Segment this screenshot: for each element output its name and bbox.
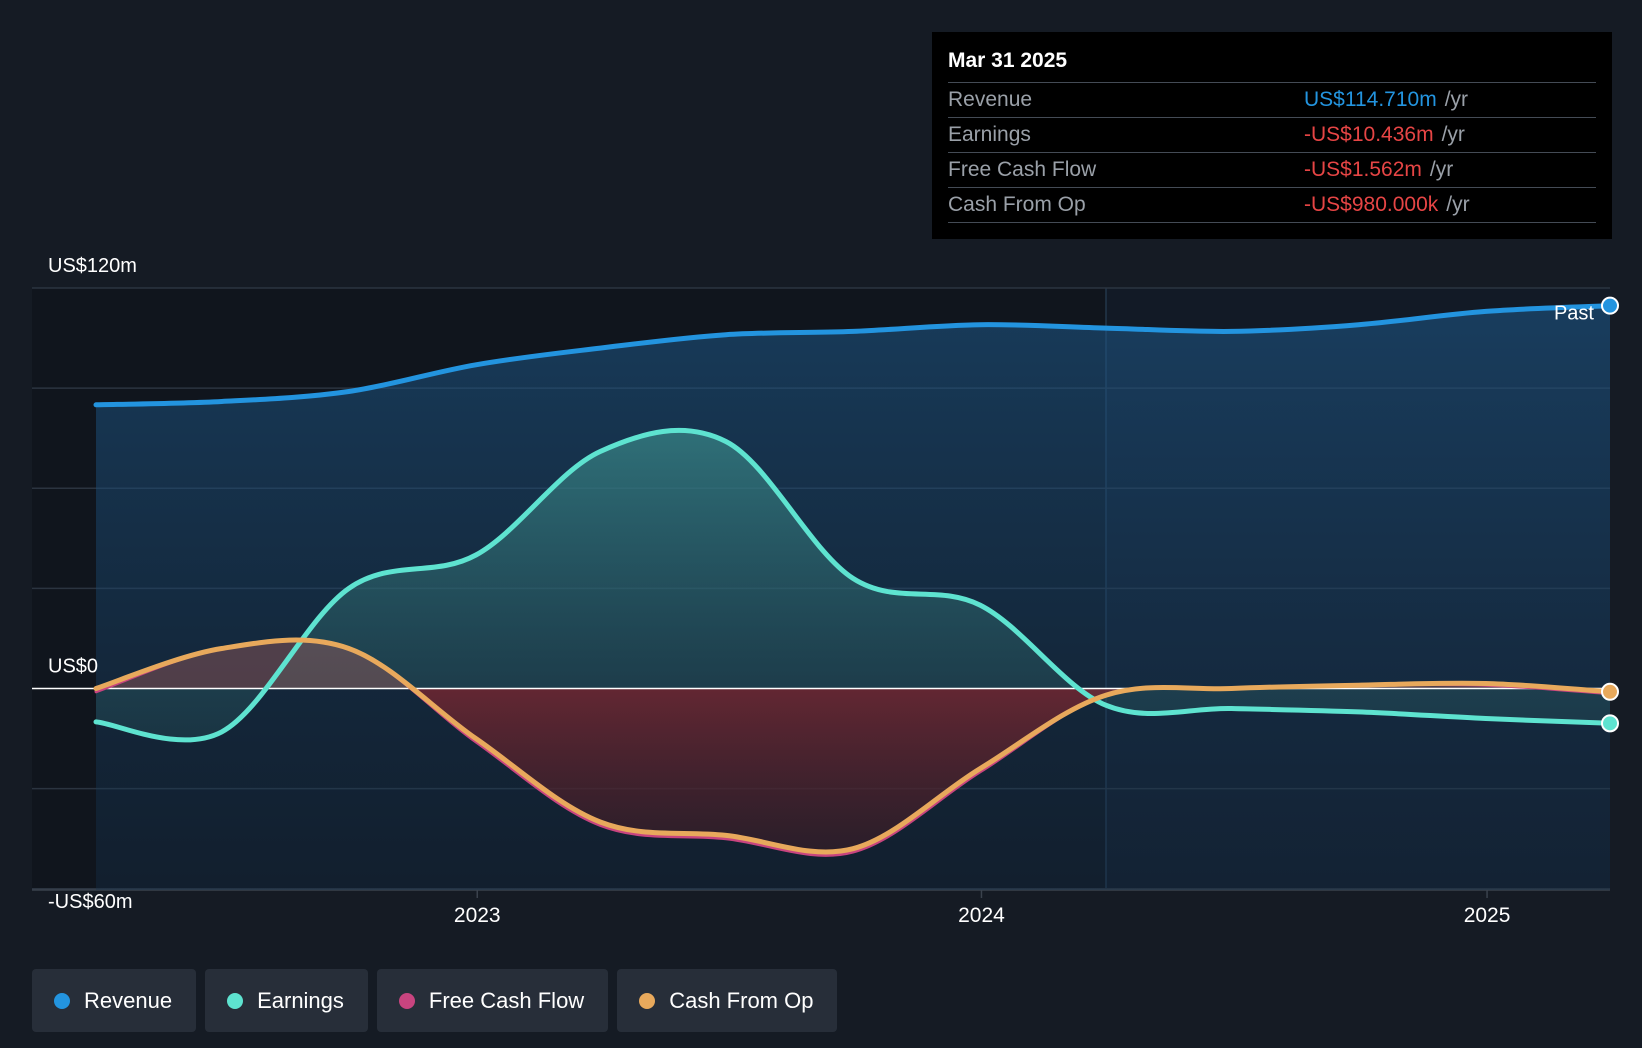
tooltip-label: Revenue [948, 88, 1033, 111]
tooltip-value: US$114.710m [1304, 88, 1437, 111]
y-axis-label-zero: US$0 [48, 656, 98, 678]
tooltip-label: Earnings [948, 123, 1031, 146]
y-axis-label-top: US$120m [48, 255, 137, 277]
tooltip-unit: /yr [1429, 158, 1454, 181]
legend: Revenue Earnings Free Cash Flow Cash Fro… [32, 969, 838, 1032]
legend-label: Revenue [84, 987, 173, 1013]
earnings-area [96, 430, 1610, 740]
revenue-line [93, 303, 1610, 408]
revenue-dot-icon [54, 992, 70, 1009]
tooltip-label: Free Cash Flow [948, 158, 1097, 181]
earnings-end-point [1601, 714, 1619, 733]
legend-item-free-cash-flow[interactable]: Free Cash Flow [376, 969, 609, 1032]
x-tick-label: 2025 [1464, 904, 1511, 927]
tooltip-unit: /yr [1441, 123, 1465, 146]
free-cash-flow-dot-icon [398, 992, 415, 1009]
earnings-line [93, 428, 1610, 743]
x-tick-label: 2023 [454, 904, 501, 927]
chart-canvas: US$120m US$0 -US$60m 2023 2024 2025 Past [32, 255, 1619, 927]
tooltip-row-earnings: Earnings -US$10.436m /yr [948, 118, 1596, 153]
legend-label: Cash From Op [669, 987, 814, 1013]
legend-label: Free Cash Flow [428, 987, 585, 1013]
tooltip-date: Mar 31 2025 [948, 46, 1596, 83]
tooltip-value: -US$1.562m [1304, 158, 1422, 181]
cash-from-op-dot-icon [639, 992, 656, 1009]
cash-from-op-line [93, 637, 1610, 855]
cash-from-op-negative-area [96, 688, 1610, 852]
legend-item-cash-from-op[interactable]: Cash From Op [617, 969, 838, 1032]
x-tick-label: 2024 [958, 904, 1005, 927]
tooltip-value: -US$10.436m [1304, 123, 1434, 146]
tooltip-unit: /yr [1446, 193, 1470, 216]
y-axis-label-bottom: -US$60m [48, 891, 132, 913]
tooltip-panel: Mar 31 2025 Revenue US$114.710m /yr Earn… [932, 32, 1612, 239]
tooltip-value: -US$980.000k [1304, 193, 1439, 216]
tooltip-row-free-cash-flow: Free Cash Flow -US$1.562m /yr [948, 153, 1596, 188]
tooltip-row-cash-from-op: Cash From Op -US$980.000k /yr [948, 188, 1596, 223]
legend-item-revenue[interactable]: Revenue [32, 969, 197, 1032]
legend-label: Earnings [257, 987, 344, 1013]
tooltip-row-revenue: Revenue US$114.710m /yr [948, 83, 1596, 118]
cash-from-op-end-point [1601, 682, 1619, 701]
tooltip-unit: /yr [1444, 88, 1469, 111]
earnings-dot-icon [227, 992, 244, 1009]
legend-item-earnings[interactable]: Earnings [205, 969, 368, 1032]
past-label: Past [1554, 303, 1594, 325]
tooltip-label: Cash From Op [948, 193, 1086, 216]
revenue-end-point [1601, 296, 1619, 315]
